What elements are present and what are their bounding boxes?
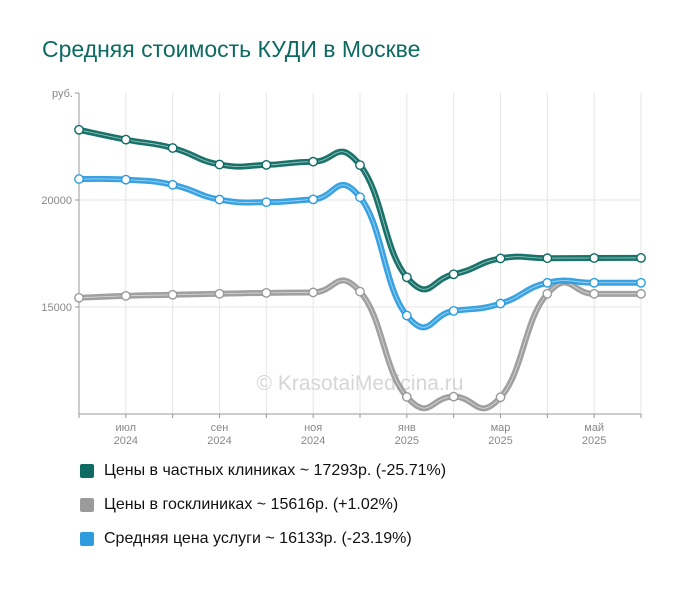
series-state-point (589, 288, 600, 299)
series-private-point (261, 160, 272, 170)
y-tick-label: 20000 (41, 195, 72, 207)
legend-item-average[interactable]: Средняя цена услуги ~ 16133р. (-23.19%) (80, 528, 446, 550)
series-state-point (355, 286, 365, 297)
series-average-point (589, 277, 600, 288)
y-unit-label: руб. (52, 88, 73, 100)
x-tick-label-year: 2025 (488, 435, 512, 447)
series-state-point (495, 392, 506, 403)
legend: Цены в частных клиниках ~ 17293р. (-25.7… (80, 460, 446, 562)
legend-label-state: Цены в госклиниках ~ 15616р. (+1.02%) (104, 496, 399, 513)
y-tick-label: 15000 (41, 302, 72, 314)
series-private-point (214, 159, 225, 170)
series-average-point (167, 179, 178, 190)
series-private-point (448, 269, 459, 280)
watermark: © KrasotaiMedicina.ru (257, 372, 464, 395)
x-tick-label-year: 2025 (395, 435, 419, 447)
series-state-point (308, 287, 319, 298)
legend-swatch-average (80, 532, 94, 546)
series-private-point (355, 160, 365, 171)
series-average-point (401, 310, 412, 321)
series-private-point (589, 253, 600, 263)
x-tick-label-month: май (584, 422, 604, 434)
series-state-point (167, 289, 178, 300)
x-tick-label-month: июл (116, 422, 137, 434)
series-state-point (214, 288, 225, 299)
series-state-point (542, 288, 553, 299)
series-state-point (401, 391, 412, 402)
x-tick-label-month: янв (398, 422, 416, 434)
series-private-point (495, 253, 506, 264)
series-state-point (74, 292, 84, 303)
legend-item-private[interactable]: Цены в частных клиниках ~ 17293р. (-25.7… (80, 460, 446, 482)
series-average-point (636, 277, 646, 288)
series-average-point (448, 305, 459, 316)
x-tick-label-year: 2024 (301, 435, 325, 447)
series-average-point (495, 298, 506, 309)
x-tick-label-month: мар (491, 422, 511, 434)
series-state-point (636, 288, 646, 299)
series-private-point (636, 253, 646, 263)
series-state-point (120, 290, 131, 301)
legend-label-average: Средняя цена услуги ~ 16133р. (-23.19%) (104, 530, 412, 547)
series-private-point (401, 272, 412, 283)
x-tick-label-year: 2024 (114, 435, 138, 447)
series-average-point (261, 197, 272, 208)
series-private-point (167, 143, 178, 153)
series-state-point (448, 391, 459, 402)
series-average-point (542, 277, 553, 288)
series-private-point (542, 253, 553, 264)
series-private-point (120, 134, 131, 145)
series-average-point (214, 194, 225, 205)
x-tick-label-month: ноя (304, 422, 322, 434)
series-private-point (74, 124, 84, 135)
legend-swatch-state (80, 498, 94, 512)
legend-label-private: Цены в частных клиниках ~ 17293р. (-25.7… (104, 462, 447, 479)
legend-swatch-private (80, 464, 94, 478)
x-tick-label-year: 2025 (582, 435, 606, 447)
series-average-point (120, 174, 131, 185)
chart-title: Средняя стоимость КУДИ в Москве (42, 36, 421, 62)
series-state-point (261, 287, 272, 298)
series-average-point (355, 192, 365, 203)
legend-item-state[interactable]: Цены в госклиниках ~ 15616р. (+1.02%) (80, 494, 446, 516)
series-average-point (308, 194, 319, 205)
series-average-point (74, 174, 84, 184)
x-tick-label-year: 2024 (207, 435, 231, 447)
series-private-point (308, 156, 319, 167)
line-chart: руб.1500020000июл2024сен2024ноя2024янв20… (41, 88, 646, 447)
x-tick-label-month: сен (211, 422, 229, 434)
